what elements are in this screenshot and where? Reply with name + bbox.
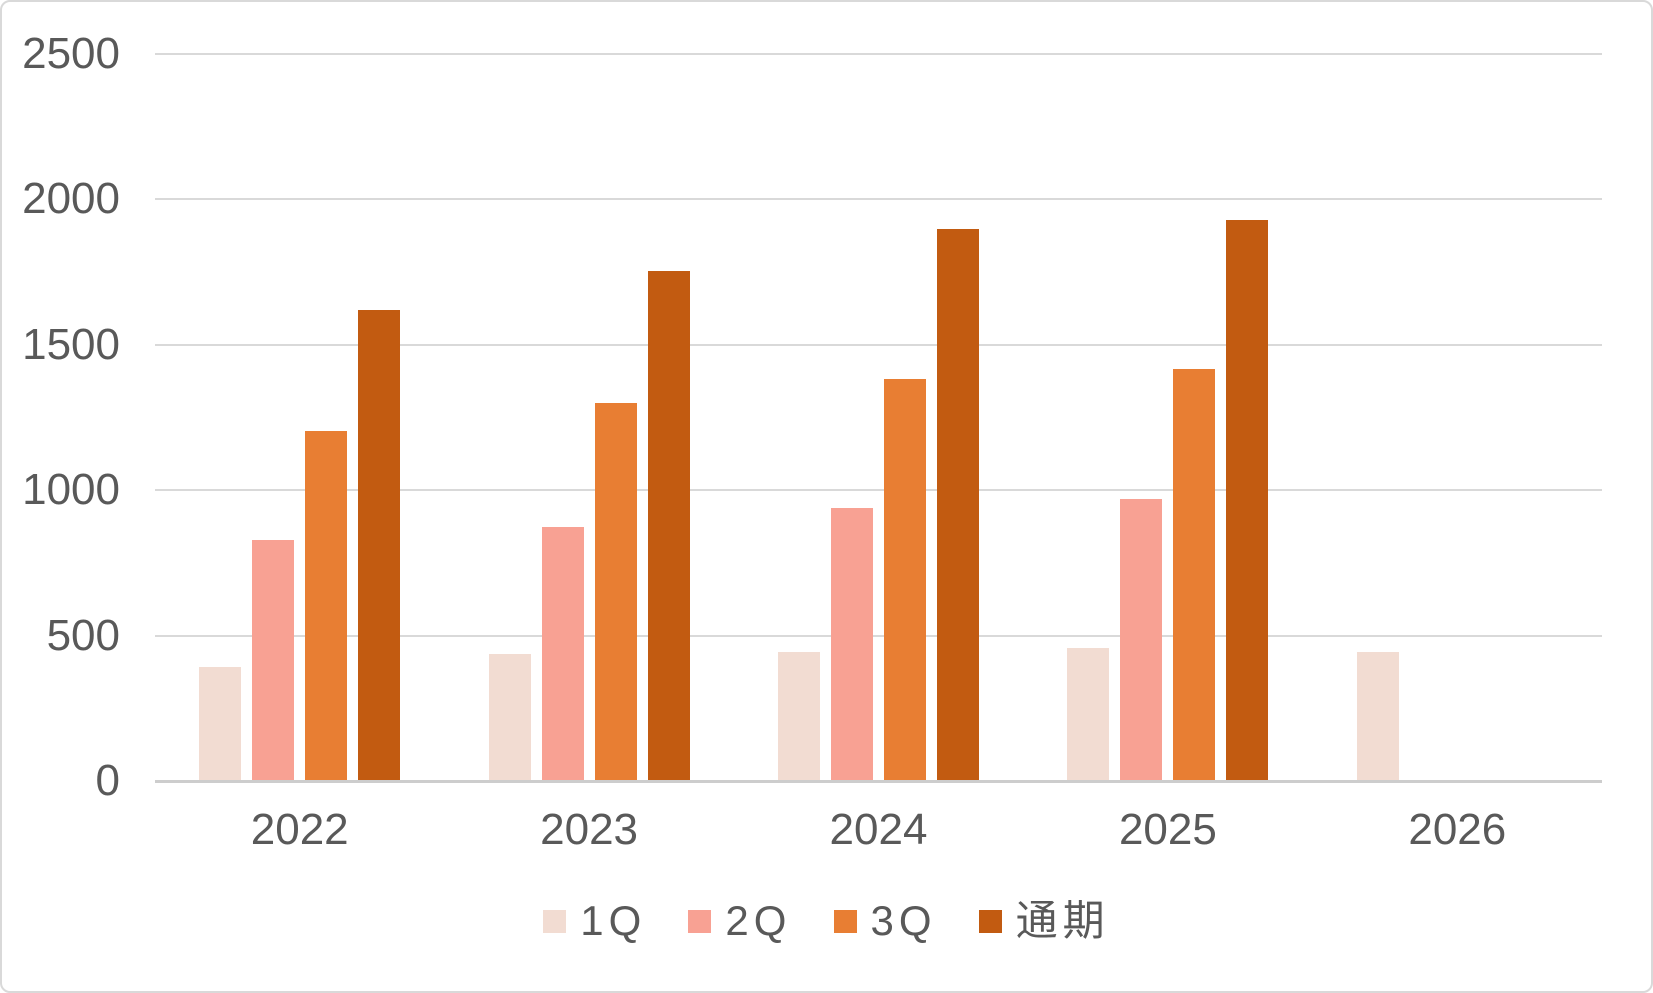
x-axis-tick-label: 2026 [1408, 805, 1507, 854]
bar-2025-1Q [1067, 647, 1110, 780]
bar-2022-1Q [199, 666, 242, 780]
chart-plot-area [155, 53, 1602, 783]
legend-item-3Q: 3Q [833, 897, 937, 944]
bar-2022-通期 [358, 310, 401, 780]
legend-label: 3Q [870, 897, 937, 944]
gridline [155, 198, 1602, 201]
y-axis-tick-label: 1000 [22, 465, 120, 515]
legend-swatch-icon [688, 909, 712, 933]
bar-2022-2Q [252, 540, 295, 780]
gridline [155, 343, 1602, 346]
bar-2024-3Q [884, 378, 926, 780]
gridline [155, 53, 1602, 55]
legend-label: 通期 [1015, 897, 1110, 944]
legend-item-通期: 通期 [978, 897, 1110, 944]
y-axis-tick-label: 0 [95, 756, 120, 805]
bar-2023-通期 [647, 271, 690, 780]
bar-2023-1Q [488, 653, 531, 780]
legend-item-2Q: 2Q [688, 898, 791, 944]
gridline [155, 489, 1602, 492]
legend-label: 2Q [725, 897, 792, 944]
bar-2022-3Q [305, 431, 348, 780]
bar-2025-2Q [1120, 499, 1163, 780]
legend-item-1Q: 1Q [543, 898, 646, 944]
y-axis-tick-label: 1500 [22, 319, 120, 369]
legend-swatch-icon [978, 909, 1002, 933]
bar-2024-2Q [831, 508, 873, 780]
gridline [155, 634, 1602, 637]
x-axis-line [155, 780, 1602, 783]
bar-2025-通期 [1226, 220, 1269, 780]
x-axis-tick-label: 2025 [1118, 805, 1217, 854]
x-axis-tick-label: 2024 [829, 805, 928, 854]
bar-2026-1Q [1356, 652, 1399, 780]
x-axis-tick-label: 2022 [250, 805, 349, 854]
bar-2025-3Q [1173, 368, 1216, 780]
legend-label: 1Q [580, 897, 647, 944]
bar-2023-2Q [541, 527, 584, 780]
y-axis-tick-label: 2500 [22, 29, 120, 78]
legend: 1Q 2Q 3Q 通期 [2, 898, 1651, 944]
y-axis-tick-label: 2000 [22, 174, 120, 224]
bar-2024-通期 [937, 228, 979, 780]
y-axis-tick-label: 500 [46, 610, 120, 660]
legend-swatch-icon [833, 909, 857, 933]
x-axis-tick-label: 2023 [540, 805, 639, 854]
legend-swatch-icon [543, 909, 567, 933]
bar-2024-1Q [778, 652, 820, 780]
bar-2023-3Q [594, 403, 637, 780]
